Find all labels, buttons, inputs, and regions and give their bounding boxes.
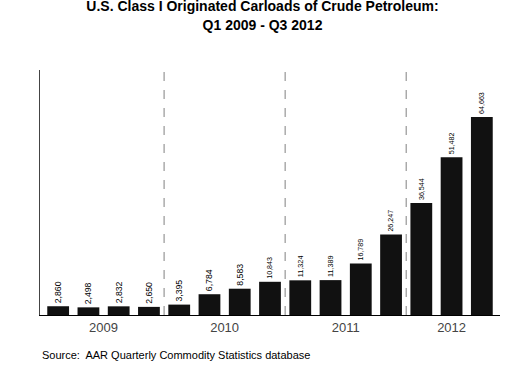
svg-text:8,583: 8,583 (235, 264, 245, 286)
svg-text:2010: 2010 (210, 320, 239, 335)
svg-text:36,544: 36,544 (418, 178, 426, 200)
svg-text:3,395: 3,395 (174, 280, 184, 302)
svg-text:2,650: 2,650 (144, 282, 154, 304)
svg-text:10,843: 10,843 (266, 257, 274, 279)
svg-text:2,832: 2,832 (114, 281, 124, 303)
svg-text:51,482: 51,482 (448, 133, 456, 155)
svg-text:U.S. Class I Originated Carloa: U.S. Class I Originated Carloads of Crud… (86, 0, 438, 33)
svg-text:6,784: 6,784 (204, 269, 214, 291)
svg-text:26,247: 26,247 (387, 210, 395, 232)
svg-text:2009: 2009 (89, 320, 118, 335)
svg-text:2,498: 2,498 (83, 282, 93, 304)
svg-text:11,324: 11,324 (296, 256, 305, 278)
svg-text:2012: 2012 (437, 320, 466, 335)
svg-text:2011: 2011 (332, 320, 360, 335)
svg-text:Source: AAR Quarterly Commodi: Source: AAR Quarterly Commodity Statisti… (42, 349, 310, 361)
svg-text:11,389: 11,389 (326, 255, 335, 277)
svg-text:2,860: 2,860 (53, 281, 63, 303)
svg-text:16,789: 16,789 (357, 239, 365, 261)
svg-text:64,663: 64,663 (478, 92, 486, 114)
